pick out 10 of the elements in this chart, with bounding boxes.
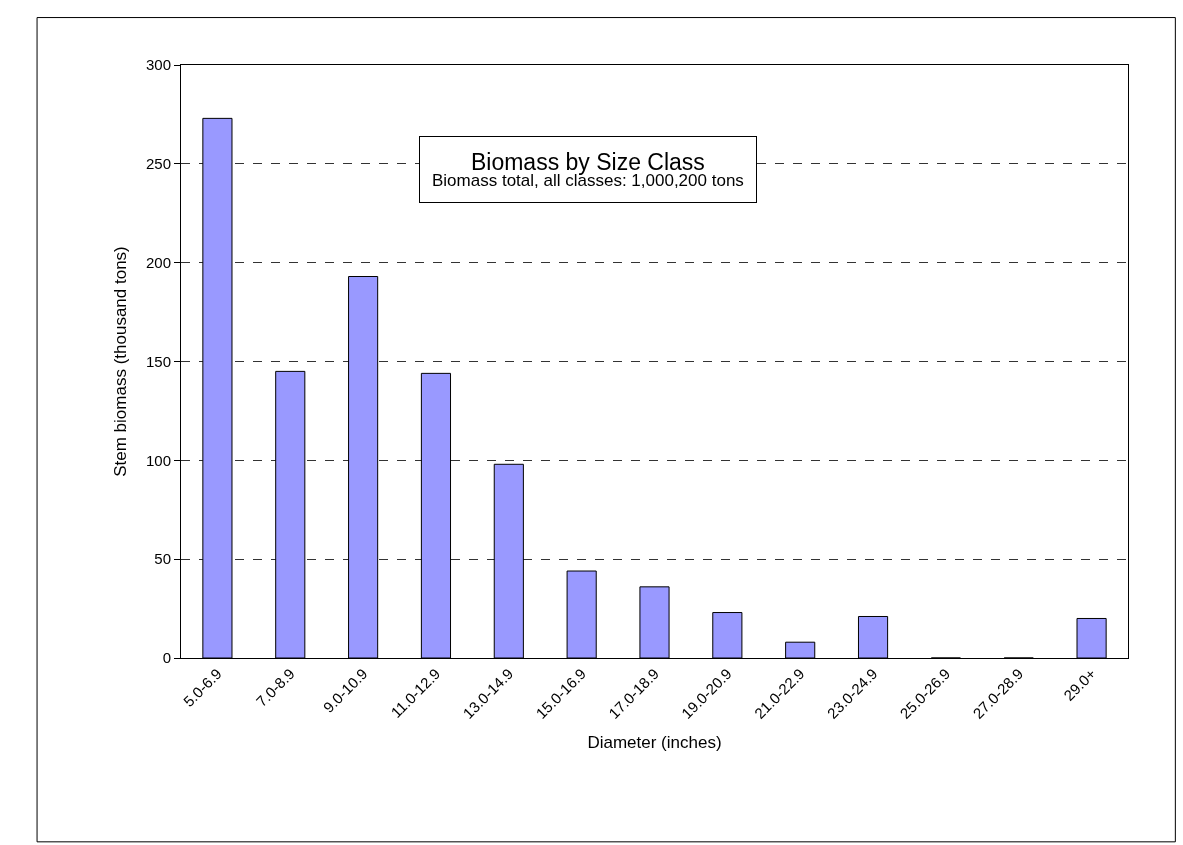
x-axis-title: Diameter (inches) — [587, 733, 722, 753]
y-tick-label: 200 — [145, 253, 171, 271]
y-tick-label: 100 — [145, 451, 171, 469]
y-tick-label: 150 — [145, 352, 171, 370]
y-axis-title: Stem biomass (thousand tons) — [110, 246, 130, 477]
y-tick-label: 50 — [154, 550, 171, 568]
y-tick-label: 300 — [145, 56, 171, 74]
text: Biomass by Size Class — [470, 149, 705, 175]
y-tick-label: 0 — [162, 649, 171, 667]
y-tick-label: 250 — [145, 155, 171, 173]
